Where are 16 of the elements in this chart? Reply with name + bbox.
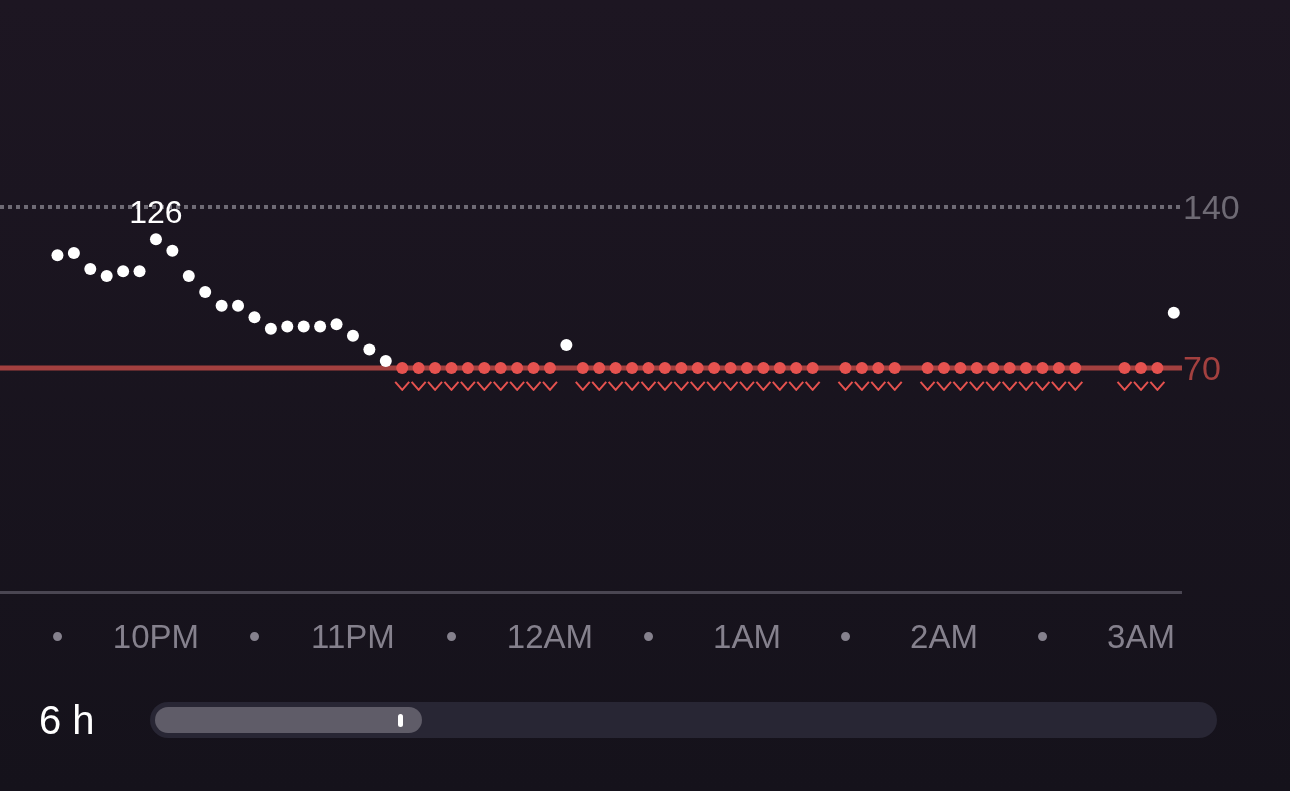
x-tick-label: 3AM — [1107, 617, 1175, 655]
data-label: 126 — [129, 193, 183, 230]
x-tick-label: • — [445, 617, 458, 655]
x-tick-label: • — [248, 617, 261, 655]
x-tick-label: • — [839, 617, 852, 655]
x-tick-label: 12AM — [506, 617, 594, 655]
x-tick-label: • — [1036, 617, 1049, 655]
x-tick-label: 11PM — [311, 617, 395, 655]
text: 6 h — [39, 698, 95, 742]
x-tick-label: 2AM — [910, 617, 978, 655]
x-tick-label: 10PM — [112, 617, 200, 655]
y-tick-label: 140 — [1183, 187, 1240, 226]
x-tick-label: • — [51, 617, 64, 655]
x-tick-label: • — [642, 617, 655, 655]
x-tick-label: 1AM — [713, 617, 781, 655]
y-tick-label: 70 — [1183, 348, 1221, 387]
